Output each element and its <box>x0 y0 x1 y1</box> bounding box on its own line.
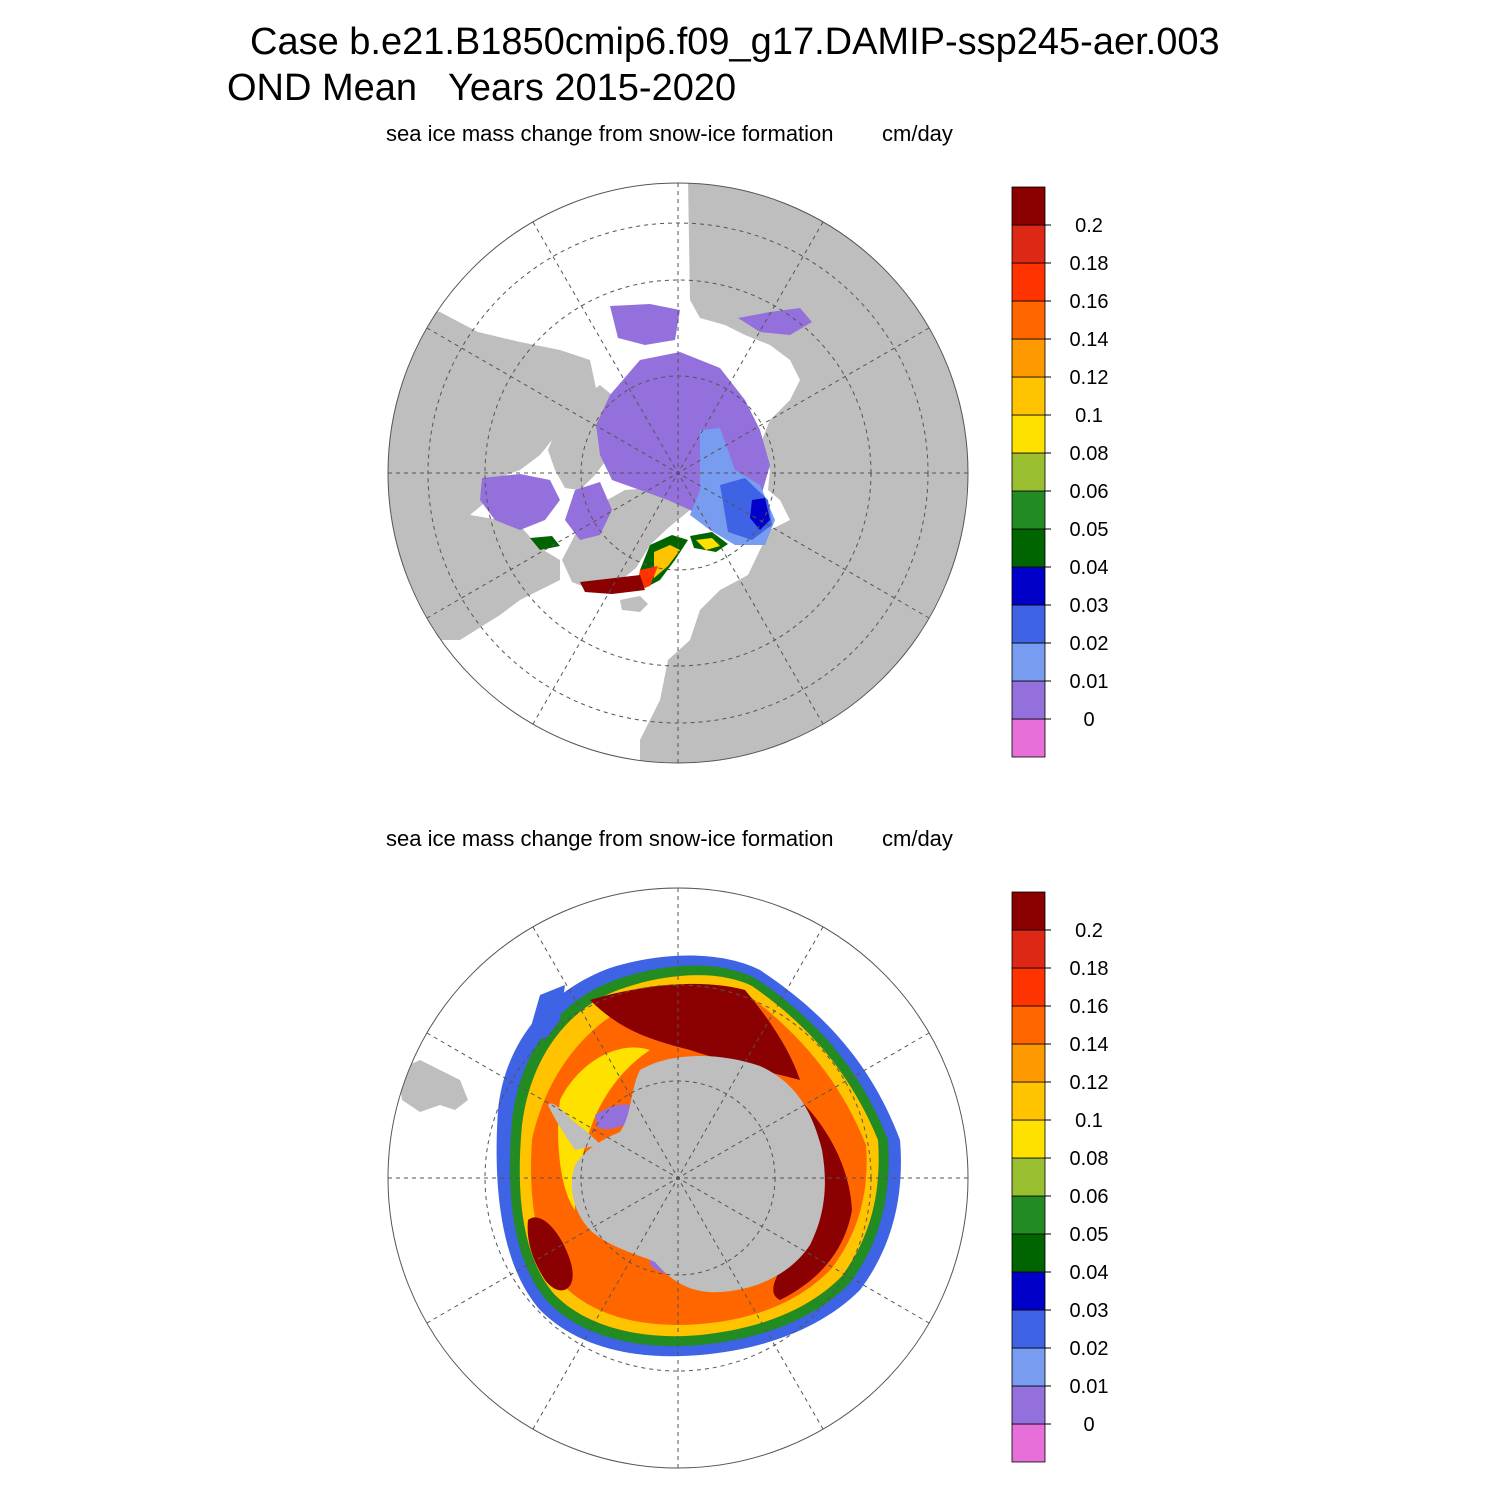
colorbar-tick-label: 0.18 <box>1070 253 1109 275</box>
colorbar-tick-label: 0.16 <box>1070 996 1109 1018</box>
colorbar-tick-label: 0.14 <box>1070 329 1109 351</box>
panel1-units: cm/day <box>882 121 953 146</box>
colorbar-swatch <box>1011 528 1046 568</box>
panel2-title: sea ice mass change from snow-ice format… <box>386 826 834 851</box>
colorbar-tick-label: 0.01 <box>1070 1376 1109 1398</box>
colorbar-swatch <box>1011 300 1046 340</box>
colorbar-tick-label: 0.08 <box>1070 443 1109 465</box>
antarctic-map <box>387 887 969 1469</box>
arctic-graticule <box>388 183 968 763</box>
colorbar-tick-label: 0.01 <box>1070 671 1109 693</box>
panel1-title: sea ice mass change from snow-ice format… <box>386 121 834 146</box>
sea-ice-inner-0.1 <box>558 1047 650 1210</box>
colorbar-swatch <box>1011 338 1046 378</box>
east-siberian-sea-ice-0.01 <box>610 304 680 345</box>
figure-title-case: Case b.e21.B1850cmip6.f09_g17.DAMIP-ssp2… <box>250 21 1220 63</box>
colorbar-swatch <box>1011 718 1046 758</box>
arctic-map-border <box>387 182 969 764</box>
colorbar-tick-label: 0.03 <box>1070 1300 1109 1322</box>
colorbar-tick-label: 0 <box>1083 709 1094 731</box>
colorbar-tick-label: 0.02 <box>1070 1338 1109 1360</box>
colorbar-swatch <box>1011 262 1046 302</box>
colorbar-swatch <box>1011 1385 1046 1425</box>
denmark-strait-ice-0.2 <box>580 575 645 594</box>
iceland-land <box>620 596 648 612</box>
canadian-archipelago-land <box>548 385 612 490</box>
colorbar-swatch <box>1011 967 1046 1007</box>
colorbar-north: 0 0.01 0.02 0.03 0.04 0.05 0.06 0.08 0.1 0.12 0.14… <box>1011 186 1109 758</box>
colorbar-tick-label: 0.02 <box>1070 633 1109 655</box>
colorbar-tick-label: 0.12 <box>1070 367 1109 389</box>
colorbar-swatch <box>1011 186 1046 226</box>
colorbar-swatch <box>1011 604 1046 644</box>
colorbar-swatch <box>1011 1309 1046 1349</box>
colorbar-swatch <box>1011 452 1046 492</box>
colorbar-swatch <box>1011 1195 1046 1235</box>
colorbar-swatch <box>1011 1081 1046 1121</box>
colorbar-swatch <box>1011 1423 1046 1463</box>
colorbar-tick-label: 0.08 <box>1070 1148 1109 1170</box>
colorbar-swatch <box>1011 1271 1046 1311</box>
sea-ice-core-west-0.2 <box>527 1217 573 1291</box>
antarctic-peninsula-land <box>548 1103 600 1150</box>
colorbar-tick-label: 0.18 <box>1070 958 1109 980</box>
colorbar-swatch <box>1011 1119 1046 1159</box>
colorbar-tick-label: 0.05 <box>1070 519 1109 541</box>
figure-title-period: OND Mean Years 2015-2020 <box>227 67 737 109</box>
colorbar-swatch <box>1011 1347 1046 1387</box>
colorbar-tick-label: 0.06 <box>1070 481 1109 503</box>
fram-strait-ice-0.12 <box>654 545 680 578</box>
sea-ice-core-0.2 <box>590 983 800 1080</box>
antarctic-map-border <box>387 887 969 1469</box>
antarctic-graticule <box>388 888 968 1468</box>
colorbar-swatch <box>1011 891 1046 931</box>
antarctica-land <box>571 1055 825 1293</box>
colorbar-tick-label: 0.04 <box>1070 557 1109 579</box>
colorbar-swatch <box>1011 1157 1046 1197</box>
colorbar-tick-label: 0.16 <box>1070 291 1109 313</box>
colorbar-tick-label: 0.2 <box>1075 215 1103 237</box>
colorbar-tick-label: 0.06 <box>1070 1186 1109 1208</box>
colorbar-swatch <box>1011 1005 1046 1045</box>
arctic-map <box>387 182 969 764</box>
colorbar-tick-label: 0.12 <box>1070 1072 1109 1094</box>
colorbar-swatch <box>1011 1043 1046 1083</box>
colorbar-swatch <box>1011 680 1046 720</box>
hudson-bay-ice-0.01 <box>480 474 560 530</box>
colorbar-swatch <box>1011 414 1046 454</box>
sea-ice-drake-0.02 <box>530 985 565 1040</box>
sea-ice-weddell-0.01 <box>595 1104 640 1130</box>
colorbar-tick-label: 0.04 <box>1070 1262 1109 1284</box>
north-america-land <box>388 300 598 640</box>
colorbar-tick-label: 0.1 <box>1075 1110 1103 1132</box>
colorbar-tick-label: 0.14 <box>1070 1034 1109 1056</box>
colorbar-swatch <box>1011 376 1046 416</box>
colorbar-swatch <box>1011 566 1046 606</box>
labrador-ice-edge-0.05 <box>530 536 560 550</box>
colorbar-swatch <box>1011 1233 1046 1273</box>
colorbar-swatch <box>1011 224 1046 264</box>
colorbar-tick-label: 0.1 <box>1075 405 1103 427</box>
colorbar-swatch <box>1011 490 1046 530</box>
colorbar-tick-label: 0.05 <box>1070 1224 1109 1246</box>
south-america-land <box>398 1060 468 1112</box>
panel2-units: cm/day <box>882 826 953 851</box>
colorbar-tick-label: 0.2 <box>1075 920 1103 942</box>
colorbar-swatch <box>1011 929 1046 969</box>
eurasia-land <box>640 183 968 763</box>
novaya-zemlya-ice-0.04 <box>750 498 770 530</box>
colorbar-tick-label: 0 <box>1083 1414 1094 1436</box>
colorbar-swatch <box>1011 642 1046 682</box>
colorbar-tick-label: 0.03 <box>1070 595 1109 617</box>
colorbar-south: 0 0.01 0.02 0.03 0.04 0.05 0.06 0.08 0.1 0.12 0.14… <box>1011 891 1109 1463</box>
barents-ice-0.1 <box>696 538 720 550</box>
chukchi-sea-ice-0.01 <box>738 308 812 335</box>
